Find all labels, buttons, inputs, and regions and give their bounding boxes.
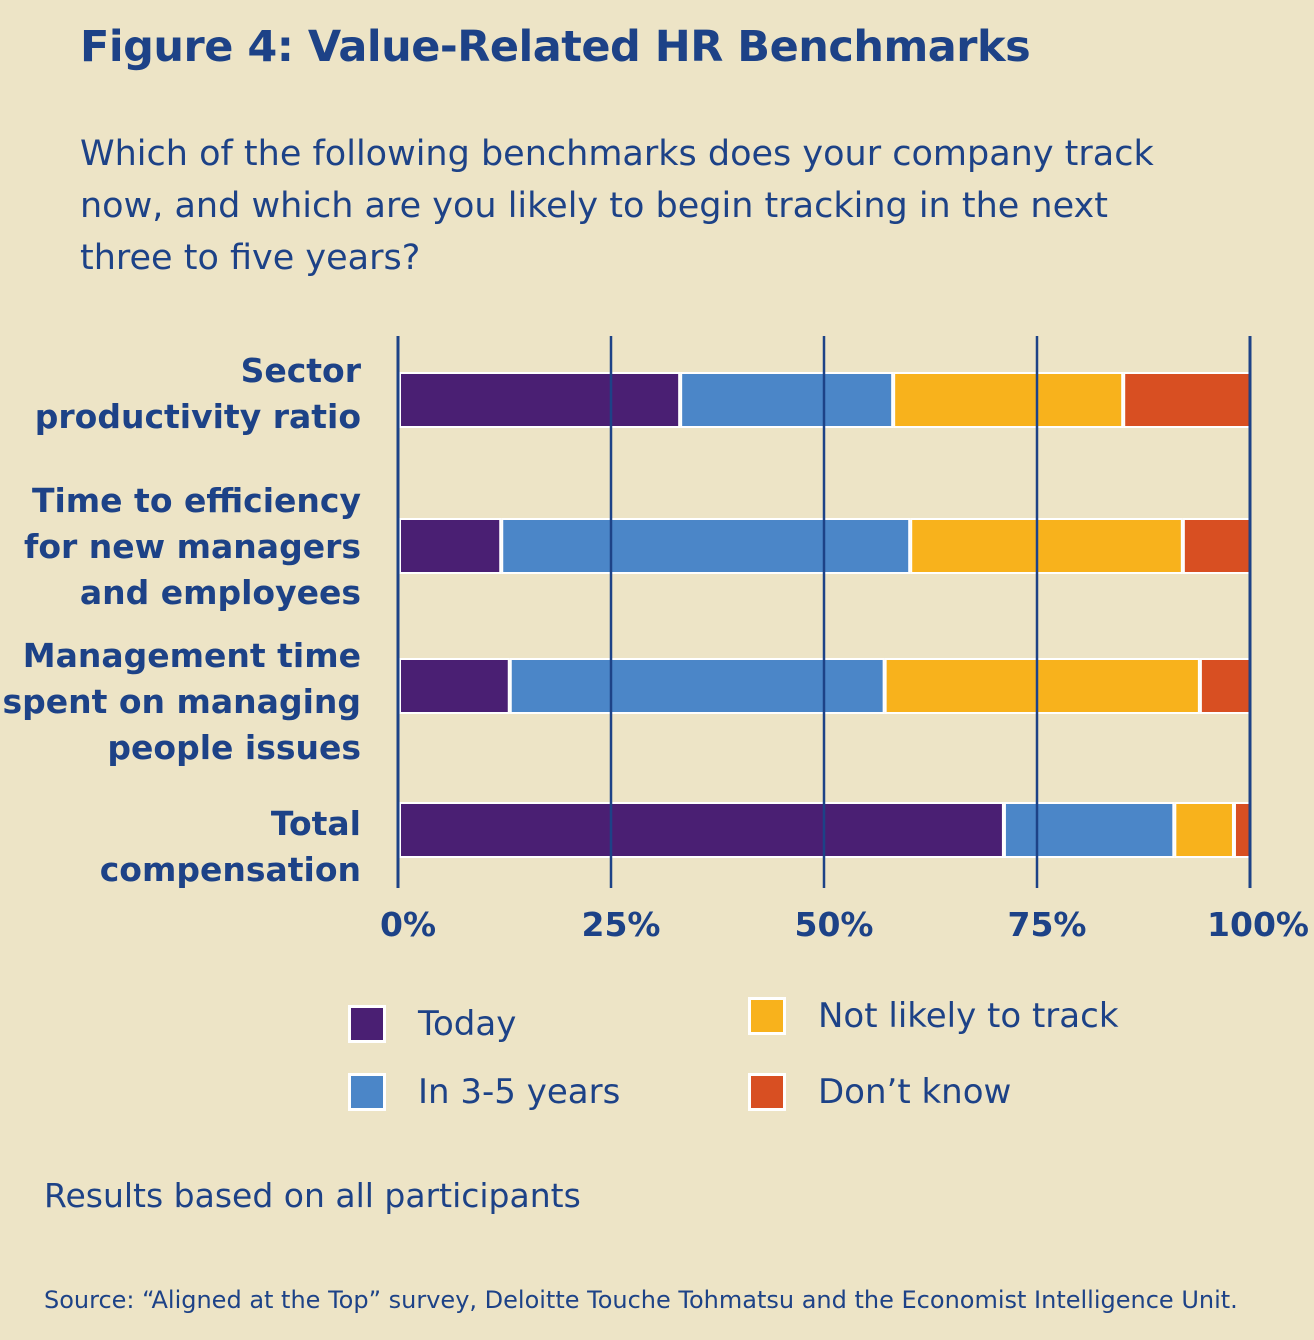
bar-segment-in-3-5-years-1 (501, 518, 911, 574)
x-tick-label: 50% (795, 905, 874, 944)
category-label: compensation (100, 850, 361, 889)
legend-item-in-3-5-years: In 3-5 years (348, 1072, 620, 1112)
results-note: Results based on all participants (44, 1176, 581, 1215)
bar-segment-in-3-5-years-2 (509, 658, 885, 714)
x-tick-label: 75% (1008, 905, 1087, 944)
bar-segment-not-likely-to-track-3 (1174, 802, 1234, 858)
bar-segment-don-t-know-2 (1199, 658, 1252, 714)
category-label: productivity ratio (35, 397, 361, 436)
bar-segment-don-t-know-1 (1182, 518, 1251, 574)
legend-label-dont-know: Don’t know (818, 1072, 1012, 1112)
legend-item-today: Today (348, 1004, 516, 1044)
category-label: for new managers (24, 527, 361, 566)
legend-label-not-likely: Not likely to track (818, 996, 1119, 1036)
bar-segment-today-3 (399, 802, 1004, 858)
category-label: and employees (80, 573, 361, 612)
bar-segment-not-likely-to-track-1 (910, 518, 1183, 574)
chart-title: Figure 4: Value-Related HR Benchmarks (80, 22, 1031, 72)
bar-segment-today-2 (399, 658, 510, 714)
bar-segment-today-0 (399, 372, 681, 428)
x-tick-label: 100% (1207, 905, 1309, 944)
x-tick-label: 25% (582, 905, 661, 944)
legend-label-in-3-5-years: In 3-5 years (418, 1072, 621, 1112)
bar-segment-don-t-know-3 (1233, 802, 1251, 858)
legend-swatch-in-3-5-years (348, 1073, 386, 1111)
source-note: Source: “Aligned at the Top” survey, Del… (44, 1286, 1238, 1314)
x-tick-label: 0% (380, 905, 436, 944)
category-label: Total (271, 804, 361, 843)
bar-segment-in-3-5-years-3 (1003, 802, 1175, 858)
category-label: Management time (23, 636, 361, 675)
bar-segment-not-likely-to-track-0 (893, 372, 1124, 428)
bar-segment-in-3-5-years-0 (680, 372, 894, 428)
bar-segment-don-t-know-0 (1123, 372, 1251, 428)
bar-segment-not-likely-to-track-2 (884, 658, 1200, 714)
legend-swatch-dont-know (748, 1073, 786, 1111)
bar-segment-today-1 (399, 518, 502, 574)
category-label: Time to efficiency (32, 481, 361, 520)
category-label: Sector (241, 351, 362, 390)
legend-item-dont-know: Don’t know (748, 1072, 1011, 1112)
legend-swatch-today (348, 1005, 386, 1043)
category-label: people issues (107, 728, 361, 767)
legend-item-not-likely: Not likely to track (748, 996, 1119, 1036)
category-label: spent on managing (2, 682, 361, 721)
stacked-bar-chart: Sector productivity ratio Time to efficien… (2, 336, 1309, 944)
legend-swatch-not-likely (748, 997, 786, 1035)
legend-label-today: Today (418, 1004, 517, 1044)
chart-question: Which of the following benchmarks does y… (80, 134, 1154, 278)
